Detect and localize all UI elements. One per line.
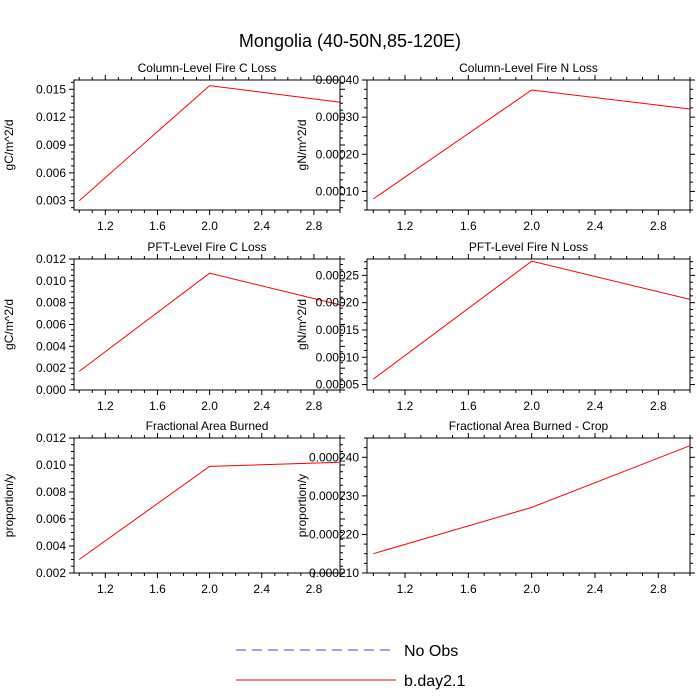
- panel-title: PFT-Level Fire C Loss: [147, 240, 266, 254]
- legend-label-no-obs: No Obs: [404, 643, 458, 660]
- x-tick-label: 1.6: [149, 219, 166, 233]
- panels: Column-Level Fire C Loss gC/m^2/d 1.2 1.6 2.…: [2, 61, 695, 596]
- x-tick-label: 2.8: [650, 399, 667, 413]
- series-line-b-day2-1: [78, 85, 341, 202]
- y-tick-label: 0.012: [36, 431, 66, 445]
- y-tick-label: 0.000: [36, 383, 66, 397]
- y-tick-label: 0.000220: [309, 527, 359, 541]
- plot-frame: [366, 437, 691, 574]
- y-tick-label: 0.008: [36, 485, 66, 499]
- y-tick-label: 0.010: [36, 274, 66, 288]
- x-tick-label: 1.6: [149, 582, 166, 596]
- y-tick-label: 0.000240: [309, 450, 359, 464]
- y-tick-label: 0.004: [36, 539, 66, 553]
- x-tick-label: 1.2: [97, 582, 114, 596]
- x-tick-label: 1.2: [397, 399, 414, 413]
- x-tick-label: 2.8: [650, 219, 667, 233]
- legend: No Obs b.day2.1: [236, 643, 465, 690]
- x-tick-label: 2.4: [587, 219, 604, 233]
- panel-3: PFT-Level Fire C Loss gC/m^2/d 1.2 1.6 2.0 2.…: [2, 240, 345, 413]
- y-tick-label: 0.00030: [316, 110, 360, 124]
- x-tick-label: 1.6: [149, 399, 166, 413]
- x-tick-label: 1.2: [97, 219, 114, 233]
- y-tick-label: 0.00020: [316, 147, 360, 161]
- panel-title: Column-Level Fire N Loss: [459, 61, 598, 75]
- x-tick-label: 2.4: [587, 399, 604, 413]
- x-tick-label: 1.2: [397, 582, 414, 596]
- y-tick-label: 0.006: [36, 166, 66, 180]
- y-axis-label: gN/m^2/d: [295, 120, 309, 171]
- y-tick-label: 0.006: [36, 318, 66, 332]
- panel-title: Column-Level Fire C Loss: [138, 61, 277, 75]
- plot-frame: [366, 79, 691, 211]
- panel-4: PFT-Level Fire N Loss gN/m^2/d 1.2 1.6 2.0 2.…: [295, 240, 695, 413]
- y-tick-label: 0.00020: [316, 296, 360, 310]
- y-tick-label: 0.006: [36, 512, 66, 526]
- x-tick-label: 1.6: [460, 582, 477, 596]
- series-line-b-day2-1: [373, 89, 691, 200]
- y-tick-label: 0.010: [36, 458, 66, 472]
- x-tick-label: 2.8: [306, 219, 323, 233]
- y-tick-label: 0.000230: [309, 489, 359, 503]
- figure-title: Mongolia (40-50N,85-120E): [239, 31, 461, 51]
- y-tick-label: 0.009: [36, 138, 66, 152]
- y-tick-label: 0.00005: [316, 378, 360, 392]
- x-tick-label: 1.6: [460, 399, 477, 413]
- x-tick-label: 1.2: [97, 399, 114, 413]
- legend-label-b-day2-1: b.day2.1: [404, 673, 465, 690]
- y-tick-label: 0.00015: [316, 323, 360, 337]
- x-tick-label: 2.4: [587, 582, 604, 596]
- panel-6: Fractional Area Burned - Crop proportion/…: [295, 419, 695, 596]
- x-tick-label: 2.8: [650, 582, 667, 596]
- y-tick-label: 0.000210: [309, 566, 359, 580]
- y-tick-label: 0.00010: [316, 184, 360, 198]
- y-axis-label: gC/m^2/d: [2, 120, 16, 171]
- x-tick-label: 1.2: [397, 219, 414, 233]
- panel-5: Fractional Area Burned proportion/y 1.2 1.6…: [2, 419, 345, 596]
- series-line-b-day2-1: [373, 445, 691, 555]
- panel-title: PFT-Level Fire N Loss: [469, 240, 588, 254]
- y-axis-label: proportion/y: [295, 474, 309, 537]
- x-tick-label: 2.8: [306, 582, 323, 596]
- panel-2: Column-Level Fire N Loss gN/m^2/d 1.2 1.6 2.…: [295, 61, 695, 233]
- y-axis-label: gC/m^2/d: [2, 299, 16, 350]
- x-tick-label: 2.8: [306, 399, 323, 413]
- x-tick-label: 2.0: [523, 219, 540, 233]
- series-line-b-day2-1: [78, 461, 341, 560]
- panel-1: Column-Level Fire C Loss gC/m^2/d 1.2 1.6 2.…: [2, 61, 345, 233]
- y-tick-label: 0.012: [36, 252, 66, 266]
- x-tick-label: 2.0: [523, 399, 540, 413]
- x-tick-label: 1.6: [460, 219, 477, 233]
- plot-frame: [366, 258, 691, 391]
- x-tick-label: 2.0: [201, 399, 218, 413]
- panel-title: Fractional Area Burned - Crop: [449, 419, 609, 433]
- y-tick-label: 0.00040: [316, 73, 360, 87]
- y-tick-label: 0.002: [36, 566, 66, 580]
- y-tick-label: 0.008: [36, 296, 66, 310]
- y-tick-label: 0.00025: [316, 268, 360, 282]
- x-tick-label: 2.0: [523, 582, 540, 596]
- y-tick-label: 0.002: [36, 361, 66, 375]
- x-tick-label: 2.0: [201, 219, 218, 233]
- x-tick-label: 2.0: [201, 582, 218, 596]
- x-tick-label: 2.4: [253, 399, 270, 413]
- y-axis-label: gN/m^2/d: [295, 299, 309, 350]
- y-tick-label: 0.012: [36, 110, 66, 124]
- y-axis-label: proportion/y: [2, 474, 16, 537]
- y-tick-label: 0.015: [36, 82, 66, 96]
- y-tick-label: 0.00010: [316, 350, 360, 364]
- y-tick-label: 0.003: [36, 194, 66, 208]
- panel-title: Fractional Area Burned: [146, 419, 269, 433]
- series-line-b-day2-1: [78, 272, 341, 372]
- x-tick-label: 2.4: [253, 582, 270, 596]
- x-tick-label: 2.4: [253, 219, 270, 233]
- series-line-b-day2-1: [373, 260, 691, 380]
- y-tick-label: 0.004: [36, 339, 66, 353]
